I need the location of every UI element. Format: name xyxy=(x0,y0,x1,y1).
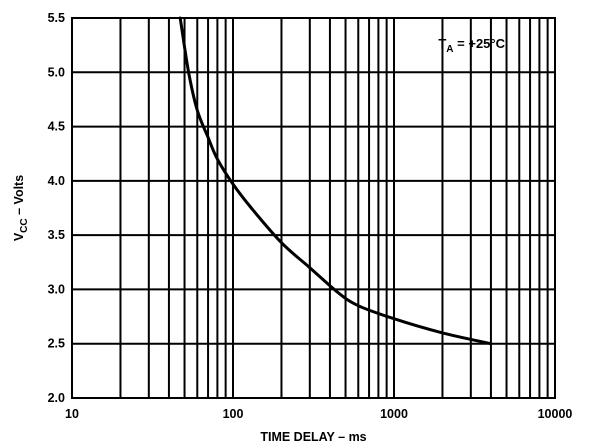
x-tick-label: 10 xyxy=(65,407,79,421)
y-axis-title-main: V xyxy=(12,232,26,241)
y-axis-title-rest: – Volts xyxy=(12,175,26,219)
y-tick-label: 2.5 xyxy=(48,337,65,351)
y-tick-label: 3.0 xyxy=(48,282,65,296)
series-line xyxy=(178,16,493,346)
y-tick-label: 4.0 xyxy=(48,174,65,188)
y-tick-label: 2.0 xyxy=(48,391,65,405)
x-tick-label: 100 xyxy=(223,407,244,421)
series-layer xyxy=(178,16,493,346)
y-tick-labels: 2.0 2.5 3.0 3.5 4.0 4.5 5.0 5.5 xyxy=(48,11,65,405)
y-tick-label: 5.5 xyxy=(48,11,65,25)
x-tick-label: 10000 xyxy=(538,407,573,421)
y-tick-label: 4.5 xyxy=(48,120,65,134)
annotation-rest: = +25°C xyxy=(454,36,506,51)
y-tick-label: 3.5 xyxy=(48,228,65,242)
y-axis-title-sub: CC xyxy=(19,218,30,232)
x-tick-labels: 10 100 1000 10000 xyxy=(65,407,572,421)
temperature-annotation: TA = +25°C xyxy=(438,36,505,55)
annotation-sub: A xyxy=(446,44,453,55)
y-tick-label: 5.0 xyxy=(48,65,65,79)
x-tick-label: 1000 xyxy=(380,407,408,421)
x-axis-title: TIME DELAY – ms xyxy=(260,430,366,444)
plot-frame xyxy=(71,17,556,399)
y-axis-title: VCC – Volts xyxy=(12,175,30,241)
annotation-main: T xyxy=(438,36,446,51)
